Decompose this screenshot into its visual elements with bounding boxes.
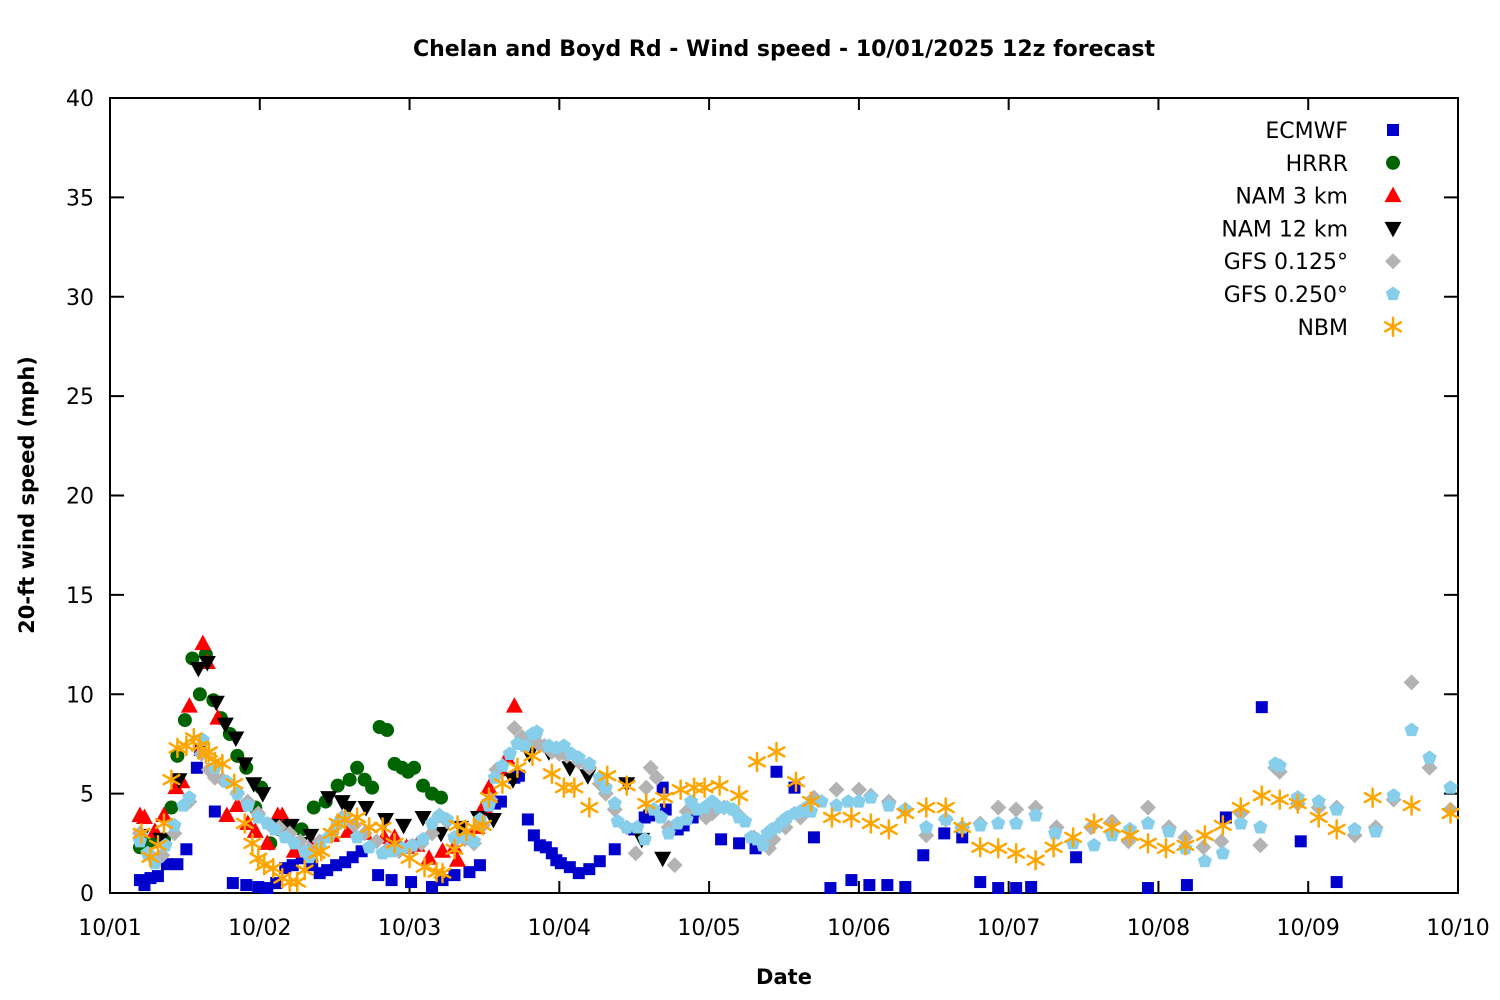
gfs-0-125-marker-icon	[1385, 253, 1401, 270]
legend-label-ecmwf: ECMWF	[1265, 119, 1348, 144]
y-tick-label: 20	[66, 485, 94, 510]
y-tick-label: 15	[66, 584, 94, 609]
x-tick-label: 10/10	[1426, 916, 1489, 941]
y-tick-label: 25	[66, 385, 94, 410]
data-points-layer	[131, 634, 1460, 895]
axes-layer: 10/01 10/02 10/03 10/04 10/05 10/06 10/07 10/08…	[66, 87, 1490, 941]
y-tick-label: 10	[66, 683, 94, 708]
ecmwf-marker-icon	[1387, 124, 1399, 136]
x-tick-label: 10/08	[1127, 916, 1190, 941]
legend-label-hrrr: HRRR	[1286, 152, 1348, 177]
y-tick-label: 40	[66, 87, 94, 112]
legend-item-gfs-0-250: GFS 0.250°	[1224, 283, 1401, 308]
series-nbm-points	[132, 727, 1460, 893]
y-axis-label: 20-ft wind speed (mph)	[15, 356, 39, 634]
legend-item-nam-3-km: NAM 3 km	[1235, 185, 1402, 210]
nam-12-km-marker-icon	[1384, 221, 1402, 238]
legend-item-nam-12-km: NAM 12 km	[1221, 217, 1402, 242]
gfs-0-250-marker-icon	[1385, 286, 1401, 301]
x-tick-label: 10/02	[228, 916, 291, 941]
legend-label-nam-12-km: NAM 12 km	[1221, 217, 1348, 242]
nbm-marker-icon	[1383, 316, 1403, 338]
legend-label-nam-3-km: NAM 3 km	[1235, 185, 1348, 210]
nam-3-km-marker-icon	[1384, 186, 1402, 203]
hrrr-marker-icon	[1386, 155, 1400, 170]
chart-title: Chelan and Boyd Rd - Wind speed - 10/01/…	[413, 37, 1156, 62]
x-tick-label: 10/05	[677, 916, 740, 941]
y-tick-label: 35	[66, 186, 94, 211]
legend-item-hrrr: HRRR	[1286, 152, 1400, 177]
x-tick-label: 10/01	[78, 916, 141, 941]
y-tick-label: 5	[80, 783, 94, 808]
legend-item-nbm: NBM	[1297, 316, 1403, 341]
x-tick-label: 10/04	[528, 916, 591, 941]
legend: ECMWF HRRR NAM 3 km NAM 12 km GFS 0.125° GFS …	[1221, 119, 1403, 341]
x-tick-label: 10/03	[378, 916, 441, 941]
x-tick-label: 10/09	[1277, 916, 1340, 941]
x-tick-label: 10/07	[977, 916, 1040, 941]
legend-label-gfs-0-125: GFS 0.125°	[1224, 250, 1348, 275]
x-axis-label: Date	[756, 965, 812, 989]
x-tick-label: 10/06	[827, 916, 890, 941]
legend-label-nbm: NBM	[1297, 316, 1348, 341]
legend-item-ecmwf: ECMWF	[1265, 119, 1399, 144]
series-gfs-0-250-points	[132, 722, 1458, 870]
legend-label-gfs-0-250: GFS 0.250°	[1224, 283, 1348, 308]
y-tick-label: 0	[80, 882, 94, 907]
legend-item-gfs-0-125: GFS 0.125°	[1224, 250, 1401, 275]
y-tick-label: 30	[66, 286, 94, 311]
series-hrrr-points	[132, 647, 449, 855]
